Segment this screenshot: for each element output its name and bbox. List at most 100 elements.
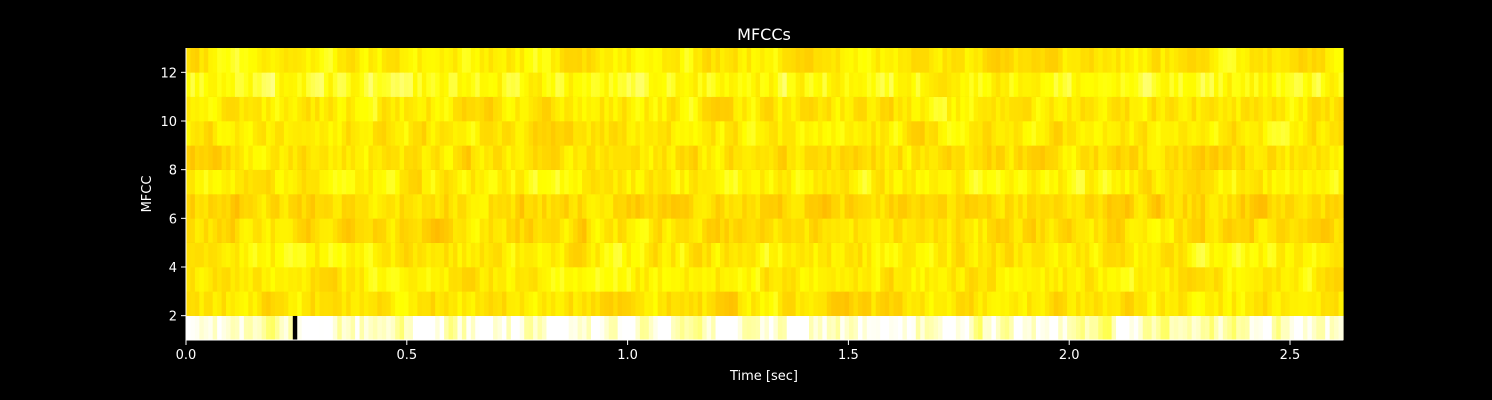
heatmap-cell: [1249, 315, 1255, 341]
heatmap-cell: [644, 194, 650, 219]
heatmap-cell: [929, 218, 935, 243]
heatmap-cell: [355, 218, 361, 243]
heatmap-cell: [1120, 291, 1126, 316]
heatmap-cell: [1262, 315, 1268, 341]
heatmap-cell: [1280, 267, 1286, 292]
heatmap-cell: [395, 315, 401, 341]
heatmap-cell: [577, 96, 583, 122]
heatmap-cell: [826, 121, 832, 146]
heatmap-cell: [809, 315, 815, 341]
heatmap-cell: [1000, 267, 1006, 292]
heatmap-cell: [1338, 169, 1344, 195]
heatmap-cell: [697, 121, 703, 146]
heatmap-cell: [880, 242, 886, 268]
heatmap-cell: [1213, 48, 1219, 73]
heatmap-cell: [1289, 194, 1295, 219]
heatmap-cell: [1236, 315, 1242, 341]
heatmap-cell: [760, 121, 766, 146]
heatmap-cell: [310, 145, 316, 170]
heatmap-cell: [626, 96, 632, 122]
heatmap-cell: [381, 291, 387, 316]
heatmap-cell: [946, 242, 952, 268]
heatmap-cell: [283, 194, 289, 219]
heatmap-cell: [613, 169, 619, 195]
heatmap-cell: [412, 194, 418, 219]
heatmap-cell: [453, 72, 459, 97]
heatmap-cell: [243, 267, 249, 292]
heatmap-cell: [1018, 218, 1024, 243]
heatmap-cell: [1022, 218, 1028, 243]
heatmap-cell: [1084, 72, 1090, 97]
heatmap-cell: [853, 96, 859, 122]
heatmap-cell: [942, 96, 948, 122]
heatmap-cell: [186, 96, 192, 122]
heatmap-cell: [880, 48, 886, 73]
heatmap-cell: [466, 218, 472, 243]
heatmap-cell: [439, 169, 445, 195]
heatmap-cell: [969, 194, 975, 219]
heatmap-cell: [435, 169, 441, 195]
heatmap-cell: [1067, 242, 1073, 268]
heatmap-cell: [1027, 145, 1033, 170]
heatmap-cell: [871, 145, 877, 170]
heatmap-cell: [288, 145, 294, 170]
heatmap-cell: [519, 121, 525, 146]
heatmap-cell: [1049, 145, 1055, 170]
heatmap-cell: [301, 96, 307, 122]
heatmap-cell: [1280, 242, 1286, 268]
heatmap-cell: [644, 315, 650, 341]
heatmap-cell: [804, 72, 810, 97]
heatmap-cell: [795, 267, 801, 292]
heatmap-cell: [368, 96, 374, 122]
heatmap-cell: [341, 48, 347, 73]
heatmap-cell: [1187, 121, 1193, 146]
heatmap-cell: [982, 145, 988, 170]
heatmap-cell: [1062, 121, 1068, 146]
heatmap-cell: [475, 48, 481, 73]
heatmap-cell: [1329, 194, 1335, 219]
heatmap-cell: [292, 194, 298, 219]
heatmap-cell: [1053, 72, 1059, 97]
heatmap-cell: [684, 242, 690, 268]
heatmap-cell: [595, 315, 601, 341]
heatmap-cell: [1320, 315, 1326, 341]
heatmap-cell: [987, 315, 993, 341]
heatmap-cell: [1165, 72, 1171, 97]
heatmap-cell: [350, 291, 356, 316]
heatmap-cell: [1120, 242, 1126, 268]
heatmap-cell: [893, 121, 899, 146]
heatmap-cell: [1035, 194, 1041, 219]
heatmap-cell: [1187, 96, 1193, 122]
heatmap-cell: [1209, 267, 1215, 292]
heatmap-cell: [346, 291, 352, 316]
heatmap-cell: [399, 96, 405, 122]
heatmap-cell: [1169, 72, 1175, 97]
heatmap-cell: [671, 315, 677, 341]
heatmap-cell: [1280, 315, 1286, 341]
heatmap-cell: [898, 315, 904, 341]
heatmap-cell: [337, 242, 343, 268]
heatmap-cell: [386, 267, 392, 292]
heatmap-cell: [817, 169, 823, 195]
heatmap-cell: [1116, 218, 1122, 243]
heatmap-cell: [510, 242, 516, 268]
heatmap-cell: [791, 145, 797, 170]
heatmap-cell: [777, 291, 783, 316]
heatmap-cell: [840, 72, 846, 97]
heatmap-cell: [1035, 48, 1041, 73]
heatmap-cell: [693, 315, 699, 341]
heatmap-cell: [987, 48, 993, 73]
heatmap-cell: [951, 242, 957, 268]
heatmap-cell: [844, 145, 850, 170]
heatmap-cell: [1294, 291, 1300, 316]
heatmap-cell: [987, 169, 993, 195]
heatmap-cell: [679, 169, 685, 195]
heatmap-cell: [1258, 291, 1264, 316]
heatmap-cell: [301, 48, 307, 73]
heatmap-cell: [1316, 145, 1322, 170]
heatmap-cell: [853, 121, 859, 146]
heatmap-cell: [1298, 145, 1304, 170]
heatmap-cell: [208, 267, 214, 292]
heatmap-cell: [519, 218, 525, 243]
heatmap-cell: [1231, 194, 1237, 219]
